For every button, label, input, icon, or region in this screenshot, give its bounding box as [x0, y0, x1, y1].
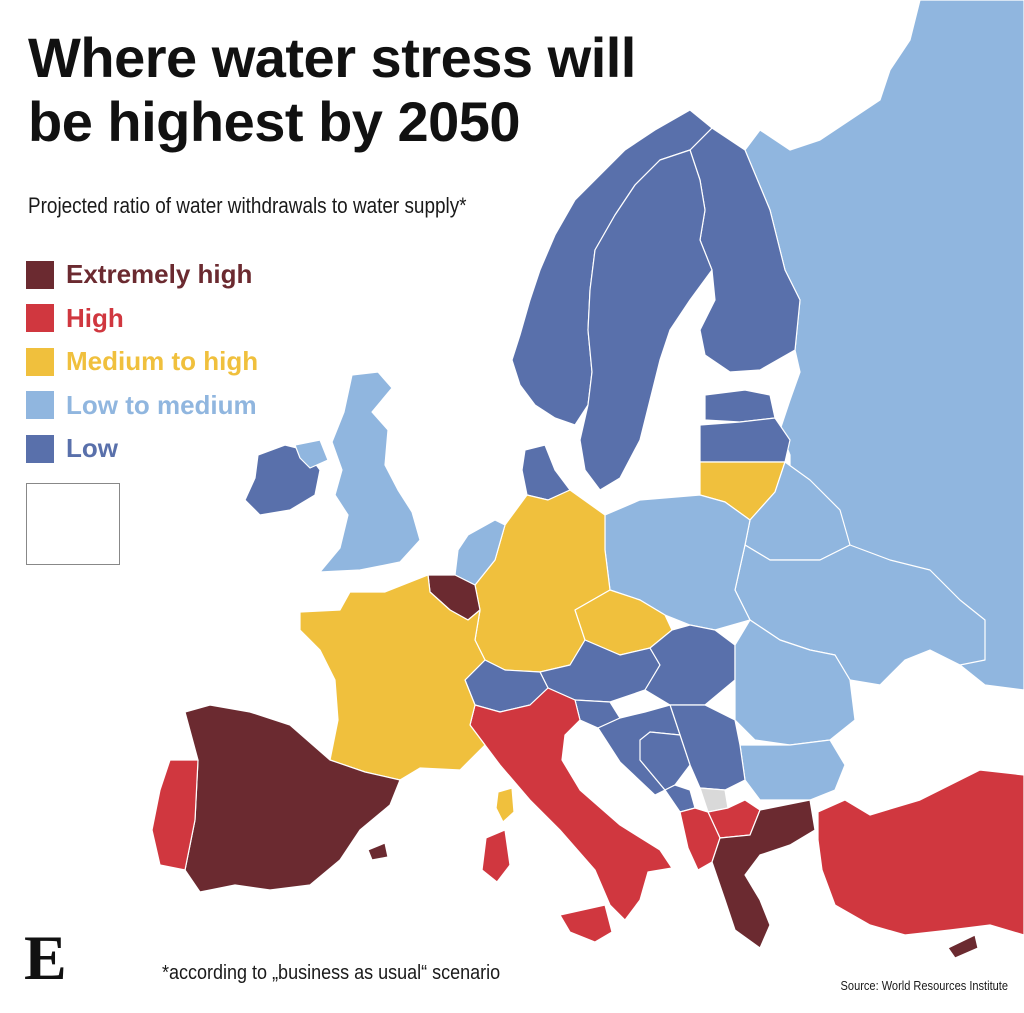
legend: Extremely high High Medium to high Low t… [26, 253, 258, 471]
legend-swatch [26, 260, 54, 289]
page-title: Where water stress will be highest by 20… [28, 26, 636, 154]
logo-icon: E [24, 922, 67, 993]
region-corsica [495, 787, 515, 823]
source-credit: Source: World Resources Institute [840, 978, 1008, 993]
subtitle: Projected ratio of water withdrawals to … [28, 193, 467, 218]
footnote: *according to „business as usual“ scenar… [162, 962, 501, 984]
region-northern-ireland [294, 439, 329, 469]
region-italy [469, 687, 673, 921]
region-cyprus [947, 934, 979, 959]
legend-item-low-to-medium: Low to medium [26, 384, 258, 428]
region-netherlands [454, 519, 506, 586]
legend-swatch [26, 391, 54, 420]
legend-item-medium-to-high: Medium to high [26, 340, 258, 384]
region-portugal [151, 759, 199, 871]
region-sweden [579, 149, 713, 491]
region-sicily [559, 904, 613, 943]
region-balearic [367, 842, 389, 861]
legend-swatch [26, 347, 54, 376]
legend-label: Medium to high [66, 346, 259, 377]
region-greece [711, 799, 816, 949]
legend-item-high: High [26, 297, 258, 341]
legend-label: High [66, 302, 124, 333]
legend-swatch [26, 434, 54, 463]
region-turkey [817, 769, 1024, 936]
region-bosnia [639, 731, 691, 791]
legend-label: Low to medium [66, 389, 257, 420]
region-denmark [521, 444, 571, 501]
legend-label: Extremely high [66, 259, 253, 290]
title-line-2: be highest by 2050 [28, 90, 521, 153]
region-france [299, 574, 486, 781]
legend-swatch [26, 304, 54, 333]
legend-item-low: Low [26, 427, 258, 471]
region-estonia [704, 389, 776, 423]
region-latvia [699, 417, 791, 463]
legend-item-extremely-high: Extremely high [26, 253, 258, 297]
title-line-1: Where water stress will [28, 26, 636, 89]
iceland-inset [26, 483, 120, 565]
region-ireland [244, 444, 321, 516]
legend-label: Low [66, 433, 118, 464]
region-sardinia [481, 829, 511, 883]
region-bulgaria [739, 739, 846, 801]
region-montenegro [664, 784, 696, 813]
region-great-britain [319, 371, 421, 573]
